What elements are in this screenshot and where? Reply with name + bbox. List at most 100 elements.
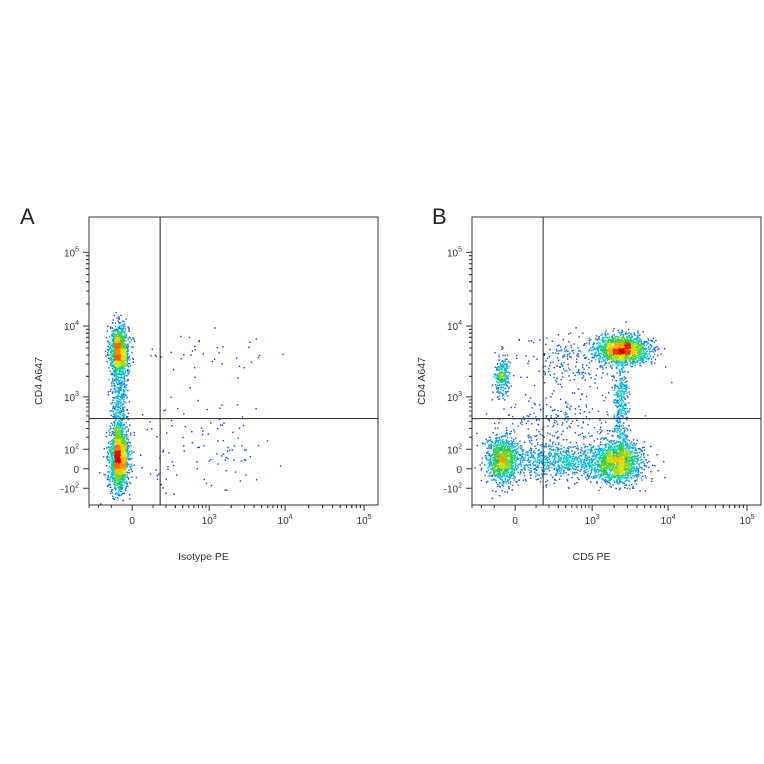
event-dot <box>127 485 129 487</box>
event-dot <box>635 337 637 340</box>
event-dot <box>609 349 612 351</box>
event-dot <box>605 366 607 369</box>
event-dot <box>110 472 113 474</box>
event-dot <box>123 362 126 364</box>
event-dot <box>619 348 621 350</box>
event-dot <box>630 348 632 350</box>
event-dot <box>633 347 635 349</box>
event-dot <box>221 404 223 406</box>
event-dot <box>503 374 505 376</box>
event-dot <box>120 448 122 450</box>
event-dot <box>629 350 632 352</box>
event-dot <box>118 390 120 392</box>
event-dot <box>160 356 162 358</box>
event-dot <box>132 361 135 363</box>
event-dot <box>154 354 156 356</box>
event-dot <box>183 450 185 452</box>
event-dot <box>613 350 615 352</box>
event-dot <box>122 464 124 467</box>
event-dot <box>133 432 135 434</box>
event-dot <box>630 357 632 359</box>
event-dot <box>631 362 633 364</box>
event-dot <box>612 338 614 340</box>
event-dot <box>116 333 118 335</box>
event-dot <box>116 409 119 411</box>
event-dot <box>599 348 602 351</box>
event-dot <box>117 438 119 441</box>
event-dot <box>643 352 645 355</box>
event-dot <box>610 336 613 338</box>
event-dot <box>120 423 122 426</box>
event-dot <box>128 330 130 332</box>
event-dot <box>634 347 636 349</box>
event-dot <box>117 437 119 439</box>
event-dot <box>120 339 122 341</box>
event-dot <box>117 453 120 455</box>
event-dot <box>625 355 627 358</box>
event-dot <box>114 374 117 376</box>
event-dot <box>122 381 124 383</box>
event-dot <box>612 360 615 362</box>
event-dot <box>642 342 644 345</box>
event-dot <box>501 387 503 389</box>
event-dot <box>241 445 243 447</box>
event-dot <box>632 345 635 347</box>
event-dot <box>496 368 498 371</box>
event-dot <box>112 465 114 468</box>
event-dot <box>654 358 657 361</box>
event-dot <box>118 366 120 368</box>
event-dot <box>120 373 123 375</box>
event-dot <box>117 403 120 405</box>
event-dot <box>650 344 652 347</box>
event-dot <box>118 400 120 402</box>
event-dot <box>113 336 115 338</box>
event-dot <box>120 494 123 496</box>
event-dot <box>599 344 601 346</box>
event-dot <box>644 352 647 355</box>
event-dot <box>118 316 120 318</box>
event-dot <box>621 336 624 338</box>
event-dot <box>615 335 617 338</box>
event-dot <box>631 342 633 344</box>
event-dot <box>118 480 121 482</box>
event-dot <box>122 499 124 502</box>
event-dot <box>124 471 126 473</box>
event-dot <box>113 433 115 435</box>
event-dot <box>120 425 122 428</box>
event-dot <box>224 459 226 461</box>
event-dot <box>168 452 170 454</box>
event-dot <box>592 345 594 348</box>
event-dot <box>127 350 129 352</box>
event-dot <box>122 330 125 332</box>
event-dot <box>119 367 121 369</box>
event-dot <box>126 476 129 478</box>
event-dot <box>629 364 632 366</box>
event-dot <box>210 422 212 424</box>
event-dot <box>221 363 223 365</box>
event-dot <box>126 352 128 355</box>
event-dot <box>117 338 119 340</box>
event-dot <box>123 391 125 393</box>
event-dot <box>626 357 628 359</box>
event-dot <box>615 357 617 359</box>
event-dot <box>499 368 501 370</box>
event-dot <box>106 485 109 487</box>
event-dot <box>125 344 127 346</box>
event-dot <box>114 474 116 477</box>
event-dot <box>124 461 126 463</box>
event-dot <box>634 338 637 340</box>
event-dot <box>249 455 252 458</box>
event-dot <box>623 366 625 369</box>
event-dot <box>117 394 119 396</box>
event-dot <box>188 336 191 339</box>
event-dot <box>119 328 121 330</box>
event-dot <box>496 384 499 387</box>
event-dot <box>614 340 616 343</box>
event-dot <box>111 480 114 483</box>
event-dot <box>115 365 117 368</box>
event-dot <box>612 364 614 366</box>
event-dot <box>126 481 128 484</box>
event-dot <box>124 328 127 330</box>
event-dot <box>620 334 622 336</box>
event-dot <box>111 340 114 342</box>
